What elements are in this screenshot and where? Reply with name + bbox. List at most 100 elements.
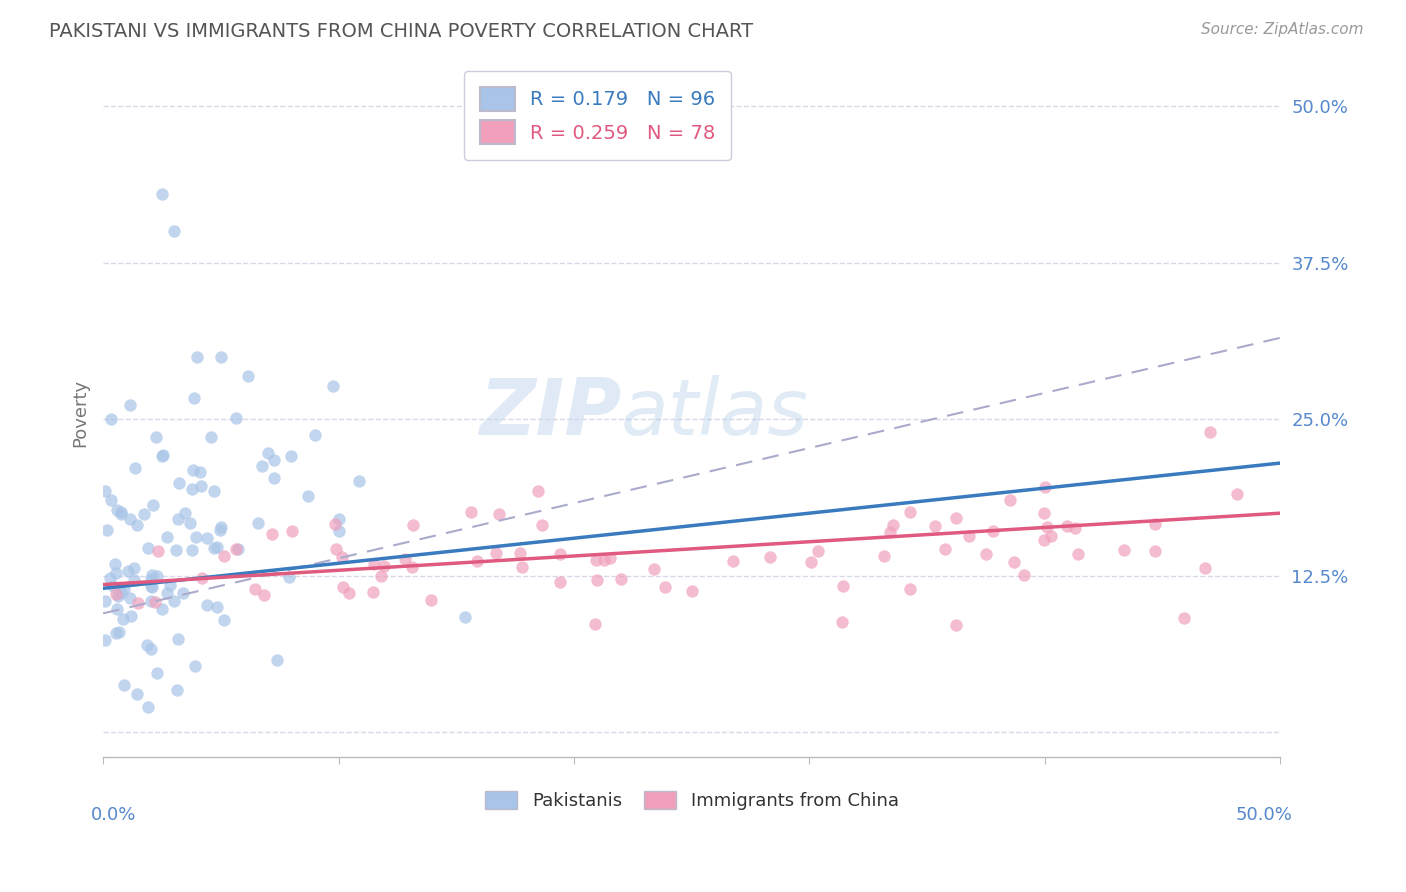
Point	[205, 541, 228, 555]
Point	[485, 546, 508, 560]
Point	[643, 562, 665, 576]
Point	[681, 583, 703, 598]
Point	[1144, 516, 1167, 531]
Point	[117, 564, 139, 578]
Point	[548, 547, 571, 561]
Point	[132, 507, 155, 521]
Point	[882, 518, 904, 533]
Point	[110, 586, 132, 600]
Point	[202, 541, 225, 555]
Point	[974, 547, 997, 561]
Point	[105, 503, 128, 517]
Point	[183, 391, 205, 405]
Point	[599, 551, 621, 566]
Point	[363, 558, 385, 572]
Point	[945, 618, 967, 632]
Point	[401, 559, 423, 574]
Point	[530, 518, 553, 533]
Point	[510, 560, 533, 574]
Point	[831, 615, 853, 630]
Point	[225, 542, 247, 557]
Point	[758, 549, 780, 564]
Point	[262, 527, 284, 541]
Point	[1002, 555, 1025, 569]
Point	[139, 594, 162, 608]
Point	[610, 572, 633, 586]
Point	[98, 572, 121, 586]
Point	[148, 543, 170, 558]
Point	[263, 471, 285, 485]
Point	[370, 569, 392, 583]
Point	[100, 412, 122, 426]
Point	[238, 368, 260, 383]
Point	[165, 542, 187, 557]
Point	[195, 598, 218, 612]
Point	[1033, 533, 1056, 547]
Point	[252, 588, 274, 602]
Point	[107, 602, 129, 616]
Point	[998, 492, 1021, 507]
Point	[181, 482, 204, 496]
Point	[110, 505, 132, 519]
Point	[586, 574, 609, 588]
Point	[247, 516, 270, 530]
Point	[94, 594, 117, 608]
Point	[156, 530, 179, 544]
Point	[166, 683, 188, 698]
Point	[721, 554, 744, 568]
Point	[898, 582, 921, 596]
Point	[280, 449, 302, 463]
Point	[100, 492, 122, 507]
Point	[252, 459, 274, 474]
Point	[107, 589, 129, 603]
Point	[209, 520, 232, 534]
Point	[281, 524, 304, 538]
Point	[832, 579, 855, 593]
Point	[654, 580, 676, 594]
Point	[179, 516, 201, 530]
Point	[150, 186, 173, 201]
Point	[190, 479, 212, 493]
Point	[108, 624, 131, 639]
Point	[181, 463, 204, 477]
Point	[304, 427, 326, 442]
Point	[122, 573, 145, 587]
Point	[167, 475, 190, 490]
Point	[163, 224, 186, 238]
Point	[465, 554, 488, 568]
Point	[190, 465, 212, 479]
Text: ZIP: ZIP	[479, 375, 621, 451]
Point	[104, 558, 127, 572]
Point	[266, 653, 288, 667]
Point	[1067, 547, 1090, 561]
Point	[548, 574, 571, 589]
Point	[150, 602, 173, 616]
Point	[363, 584, 385, 599]
Text: Source: ZipAtlas.com: Source: ZipAtlas.com	[1201, 22, 1364, 37]
Point	[1036, 520, 1059, 534]
Point	[141, 568, 163, 582]
Point	[488, 507, 510, 521]
Point	[112, 678, 135, 692]
Point	[257, 446, 280, 460]
Point	[141, 579, 163, 593]
Point	[105, 566, 128, 581]
Point	[328, 524, 350, 538]
Point	[118, 591, 141, 606]
Point	[195, 532, 218, 546]
Point	[209, 350, 232, 364]
Point	[1032, 507, 1054, 521]
Point	[1063, 521, 1085, 535]
Point	[94, 632, 117, 647]
Point	[167, 632, 190, 646]
Point	[142, 498, 165, 512]
Point	[1012, 568, 1035, 582]
Point	[105, 625, 128, 640]
Point	[263, 453, 285, 467]
Point	[330, 550, 353, 565]
Point	[146, 665, 169, 680]
Point	[139, 641, 162, 656]
Point	[592, 552, 614, 566]
Point	[957, 529, 980, 543]
Point	[373, 559, 395, 574]
